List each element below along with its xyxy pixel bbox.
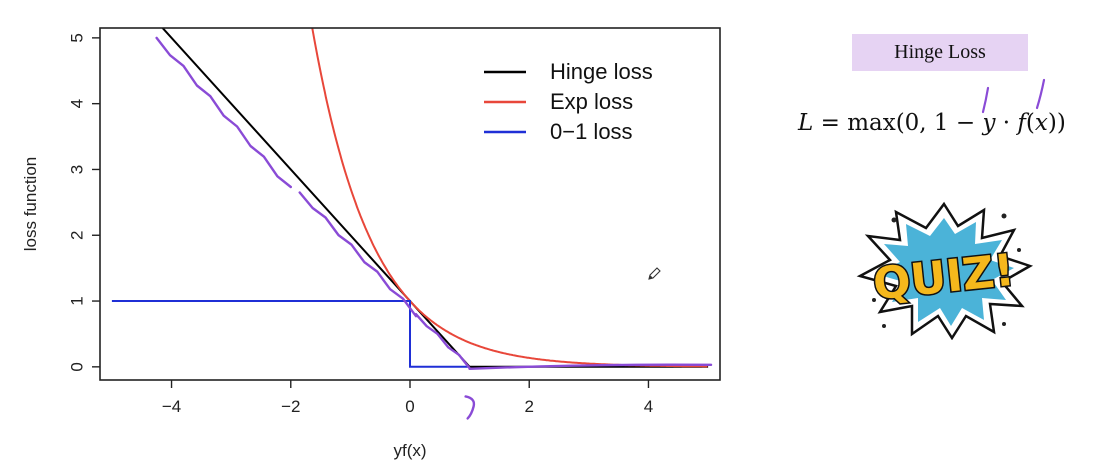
side-panel: Hinge Loss L = max(0, 1 − y · f(x)) QUIZ… [760, 0, 1097, 472]
formula-paren-open: ( [1025, 110, 1035, 136]
y-axis-label: loss function [21, 157, 40, 252]
x-tick-label: −4 [162, 397, 181, 416]
formula-x: x [1034, 110, 1048, 136]
annotation-mark [464, 395, 476, 420]
formula-dot: · [995, 110, 1018, 136]
quiz-burst-icon: QUIZ! [856, 201, 1034, 341]
x-axis-label: yf(x) [393, 441, 426, 460]
x-tick-label: 2 [524, 397, 533, 416]
legend-label: Exp loss [550, 89, 633, 114]
formula-y: y [982, 110, 996, 136]
x-tick-label: 4 [644, 397, 653, 416]
formula-annotation-marks [981, 78, 1046, 114]
formula-close: )) [1047, 110, 1066, 136]
annotation-stroke [155, 36, 292, 189]
y-tick-label: 5 [67, 33, 86, 42]
x-tick-label: 0 [405, 397, 414, 416]
y-tick-label: 2 [67, 231, 86, 240]
formula-title: Hinge Loss [852, 34, 1028, 71]
annotation-stroke [468, 363, 713, 371]
quiz-badge: QUIZ! [854, 200, 1034, 341]
y-tick-label: 0 [67, 362, 86, 371]
legend-label: Hinge loss [550, 59, 653, 84]
y-tick-label: 3 [67, 165, 86, 174]
annotation-stroke [298, 191, 418, 318]
chart-svg: −4 −2 0 2 4 0 1 2 3 4 5 yf(x) loss function Hinge … [21, 27, 721, 460]
formula-open: (0, 1 − [895, 110, 983, 136]
hinge-loss-formula: L = max(0, 1 − y · f(x)) [798, 110, 1097, 136]
formula-lhs: L [798, 110, 814, 136]
legend: Hinge loss Exp loss 0−1 loss [484, 59, 653, 144]
pencil-icon [648, 267, 661, 280]
loss-function-chart: −4 −2 0 2 4 0 1 2 3 4 5 yf(x) loss function Hinge … [21, 27, 721, 460]
annotation-stroke [414, 313, 471, 370]
formula-equals: = [813, 110, 848, 136]
y-tick-label: 4 [67, 99, 86, 108]
x-tick-label: −2 [281, 397, 300, 416]
series-line-2 [111, 300, 470, 368]
legend-label: 0−1 loss [550, 119, 633, 144]
formula-f: f [1017, 110, 1026, 136]
formula-max: max [847, 110, 896, 136]
y-tick-label: 1 [67, 296, 86, 305]
plot-frame [99, 27, 721, 381]
